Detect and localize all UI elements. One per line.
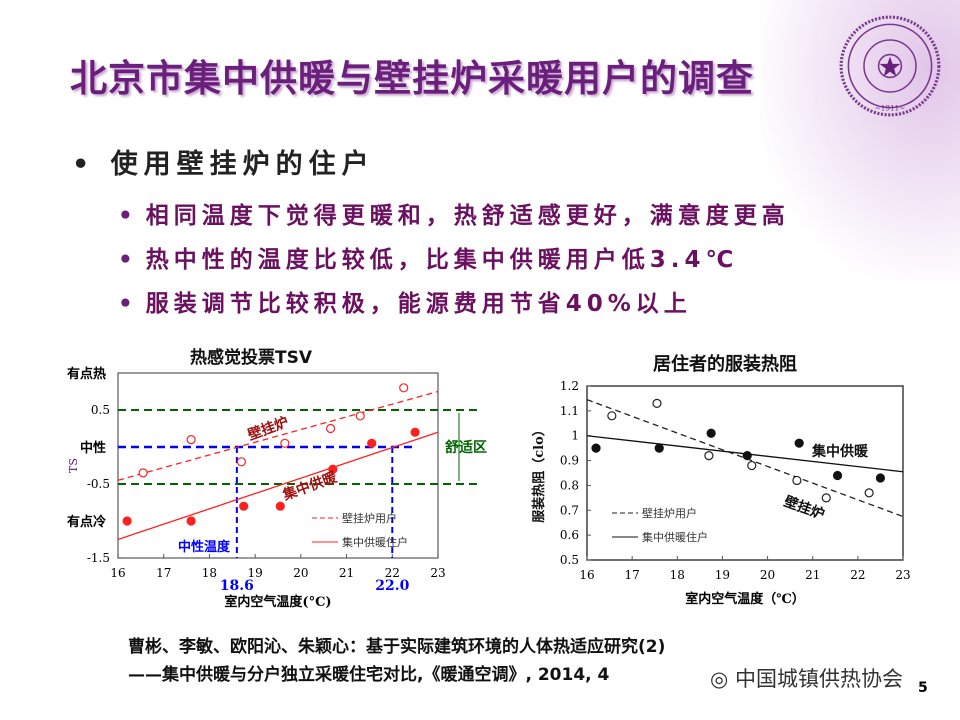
- bullet-sub-2: • 热中性的温度比较低，比集中供暖用户低3.4℃: [118, 247, 739, 273]
- y-tick-label: 0.8: [560, 478, 579, 492]
- reference-line-1: 曹彬、李敏、欧阳沁、朱颖心：基于实际建筑环境的人体热适应研究(2): [128, 637, 666, 657]
- data-point-wall-boiler: [325, 423, 336, 434]
- x-tick-label: 22: [385, 566, 400, 580]
- data-point-wall-boiler: [186, 435, 196, 445]
- data-point-wall-boiler: [280, 438, 290, 448]
- x-axis-label: 室内空气温度（℃）: [685, 591, 805, 607]
- trend-line-wall-boiler: [586, 399, 904, 518]
- x-tick-label: 20: [293, 566, 308, 580]
- trend-line-wall-boiler: [117, 390, 439, 481]
- y-tick-label: 0.6: [560, 528, 579, 542]
- legend-label: 集中供暖住户: [342, 535, 408, 549]
- x-tick-label: 21: [805, 568, 820, 582]
- neutral-temp-value: 18.6: [220, 578, 254, 594]
- data-point-wall-boiler: [399, 383, 409, 393]
- data-point-central: [186, 516, 196, 526]
- neutral-temp-label: 中性温度: [178, 539, 231, 555]
- data-point-central: [328, 464, 338, 474]
- legend-label: 集中供暖住户: [642, 530, 708, 544]
- x-tick-label: 23: [895, 568, 910, 582]
- y-tick-label: 1.2: [560, 379, 579, 393]
- reference-line-2: ——集中供暖与分户独立采暖住宅对比,《暖通空调》, 2014, 4: [128, 665, 610, 685]
- data-point-central: [122, 516, 132, 526]
- x-tick-label: 18: [670, 568, 685, 582]
- y-tick-label: -1.5: [87, 551, 110, 565]
- tsinghua-seal-logo: ~1911~: [839, 15, 941, 117]
- legend-label: 壁挂炉用户: [642, 506, 697, 520]
- x-tick-label: 16: [579, 568, 594, 582]
- x-tick-label: 18: [202, 566, 217, 580]
- y-tick-label: 0.5: [560, 553, 579, 567]
- bullet-sub-1: • 相同温度下觉得更暖和，热舒适感更好，满意度更高: [118, 203, 790, 229]
- data-point-wall-boiler: [652, 398, 662, 408]
- data-point-wall-boiler: [792, 475, 802, 486]
- data-point-wall-boiler: [864, 488, 874, 498]
- x-tick-label: 23: [430, 566, 445, 580]
- x-tick-label: 22: [850, 568, 865, 582]
- chart-title-tsv: 热感觉投票TSV: [190, 348, 312, 368]
- svg-text:~1911~: ~1911~: [875, 104, 906, 113]
- data-point-wall-boiler: [747, 460, 757, 471]
- page-number: 5: [918, 680, 928, 696]
- x-tick-label: 19: [248, 566, 263, 580]
- data-point-central: [794, 438, 804, 448]
- data-point-central: [367, 438, 377, 448]
- plot-frame: [117, 372, 439, 559]
- data-point-wall-boiler: [704, 451, 714, 461]
- data-point-wall-boiler: [355, 411, 365, 421]
- x-axis-label: 室内空气温度(°C): [224, 594, 331, 610]
- data-point-central: [410, 427, 420, 437]
- y-category-label: 有点冷: [67, 514, 106, 530]
- x-tick-label: 16: [110, 566, 125, 580]
- series-annotation: 集中供暖: [811, 443, 869, 460]
- y-tick-label: 1: [571, 429, 579, 443]
- legend-label: 壁挂炉用户: [342, 511, 397, 525]
- data-point-central: [832, 470, 843, 481]
- data-point-wall-boiler: [821, 493, 831, 503]
- data-point-central: [742, 451, 752, 461]
- y-axis-label: 服装热阻（clo）: [531, 423, 547, 523]
- data-point-wall-boiler: [607, 411, 617, 421]
- wechat-watermark: ◎ 中国城镇供热协会: [710, 667, 903, 691]
- data-point-central: [591, 443, 601, 453]
- bullet-main: • 使用壁挂炉的住户: [72, 149, 375, 180]
- y-category-label: 中性: [80, 440, 106, 456]
- series-annotation: 集中供暖: [280, 468, 340, 504]
- x-tick-label: 17: [625, 568, 640, 582]
- chart-title-clo: 居住者的服装热阻: [653, 354, 797, 375]
- y-tick-label: 0.5: [91, 403, 110, 417]
- series-annotation: 壁挂炉: [782, 493, 827, 523]
- bullet-sub-3: • 服装调节比较积极，能源费用节省40%以上: [118, 291, 692, 317]
- data-point-central: [875, 473, 886, 483]
- y-tick-label: 1.1: [560, 404, 579, 418]
- y-tick-label: -0.5: [87, 477, 110, 491]
- y-tick-label: 0.9: [560, 454, 579, 468]
- data-point-central: [275, 501, 285, 511]
- x-tick-label: 21: [339, 566, 354, 580]
- neutral-temp-value: 22.0: [375, 578, 409, 594]
- x-tick-label: 17: [156, 566, 171, 580]
- data-point-wall-boiler: [236, 457, 247, 467]
- y-tick-label: 0.7: [560, 503, 579, 517]
- plot-frame: [586, 385, 904, 561]
- comfort-zone-label: 舒适区: [445, 439, 487, 456]
- x-tick-label: 19: [715, 568, 730, 582]
- x-tick-label: 20: [760, 568, 775, 582]
- data-point-wall-boiler: [138, 468, 148, 478]
- data-point-central: [706, 428, 716, 438]
- data-point-central: [239, 501, 249, 511]
- y-category-label: 有点热: [67, 366, 106, 382]
- trend-line-central: [117, 431, 439, 541]
- slide-title: 北京市集中供暖与壁挂炉采暖用户的调查: [70, 57, 754, 100]
- y-axis-label: TS: [67, 458, 80, 473]
- data-point-central: [654, 443, 664, 453]
